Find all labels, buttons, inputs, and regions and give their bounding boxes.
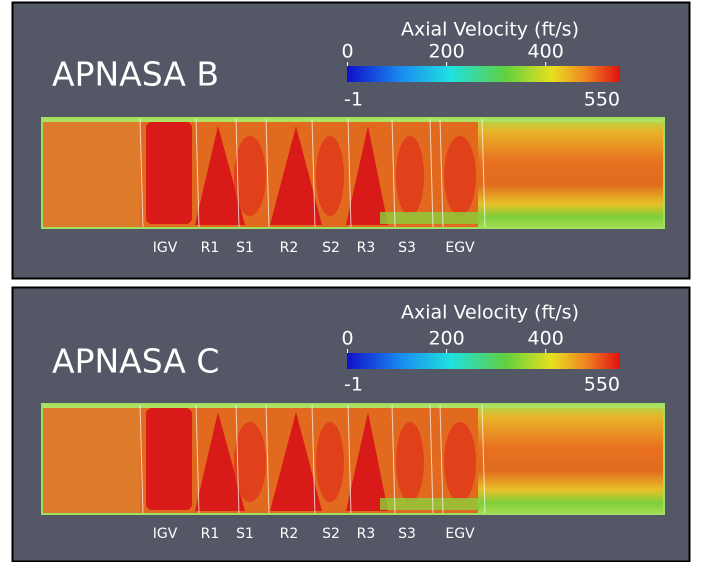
inlet [42,118,140,228]
stage-label: EGV [445,240,475,256]
stage-label: R3 [357,526,376,542]
blade-edge [481,117,486,229]
blade-edge [139,117,144,229]
hub-band [380,212,480,224]
panel: APNASA C Axial Velocity (ft/s) 0 200 400 -1 55… [11,286,691,562]
colorbar-tick-label: 400 [528,328,564,350]
stage-label: R1 [201,526,220,542]
stage-label: R1 [201,240,220,256]
stator-region [444,136,476,216]
panel-title: APNASA B [52,55,219,94]
stator-region [396,136,424,216]
colorbar-tick-label: 0 [341,41,353,63]
blade-edge [311,403,316,515]
wake [478,404,664,514]
stage-label: S2 [322,526,340,542]
rotor-region [270,412,322,511]
stage-label: R2 [280,240,299,256]
rotor-region [346,126,388,225]
blade-edge [235,403,240,515]
rotor-region [195,126,245,225]
igv-region [146,122,192,224]
blade-edge [347,117,352,229]
blade-edge [391,117,396,229]
stator-region [234,136,266,216]
colorbar-tick-label: 0 [341,328,353,350]
stage-label: IGV [153,526,178,542]
colorbar-tick-label: 400 [528,41,564,63]
colorbar-tick-label: 200 [428,41,464,63]
stage-label: S1 [236,526,254,542]
stage-label: R2 [280,526,299,542]
stage-label: S2 [322,240,340,256]
blade-edge [265,403,270,515]
casing-band [42,404,664,408]
blade-edge [265,117,270,229]
rotor-region [195,412,245,511]
blade-edge [139,403,144,515]
colorbar-title: Axial Velocity (ft/s) [401,302,579,324]
stage-label: S1 [236,240,254,256]
panel: APNASA B Axial Velocity (ft/s) 0 200 400 -1 55… [11,1,691,280]
stator-region [234,422,266,502]
colorbar [347,66,620,82]
blade-edge [429,117,434,229]
blade-edge [481,403,486,515]
igv-region [146,408,192,510]
stator-region [444,422,476,502]
wake [478,118,664,228]
blade-edge [391,403,396,515]
colorbar-tick-label: 200 [428,328,464,350]
colorbar [347,353,620,369]
casing-band [42,118,664,122]
blade-edge [347,403,352,515]
blade-edge [439,403,444,515]
rotor-region [346,412,388,511]
stage-label: IGV [153,240,178,256]
field-outline [41,117,665,229]
field-outline [41,403,665,515]
colorbar-max-label: 550 [584,374,620,396]
blade-edge [429,403,434,515]
stage-label: S3 [398,526,416,542]
colorbar-min-label: -1 [344,89,363,111]
inlet [42,404,140,514]
stator-region [396,422,424,502]
blade-edge [195,117,200,229]
colorbar-title: Axial Velocity (ft/s) [401,19,579,41]
stator-region [316,422,344,502]
blade-edge [439,117,444,229]
panel-title: APNASA C [52,342,219,381]
stage-label: EGV [445,526,475,542]
colorbar-max-label: 550 [584,89,620,111]
stage-label: S3 [398,240,416,256]
rotor-region [270,126,322,225]
blade-edge [311,117,316,229]
hub-band [380,498,480,510]
stage-label: R3 [357,240,376,256]
blade-edge [235,117,240,229]
stator-region [316,136,344,216]
blade-edge [195,403,200,515]
colorbar-min-label: -1 [344,374,363,396]
